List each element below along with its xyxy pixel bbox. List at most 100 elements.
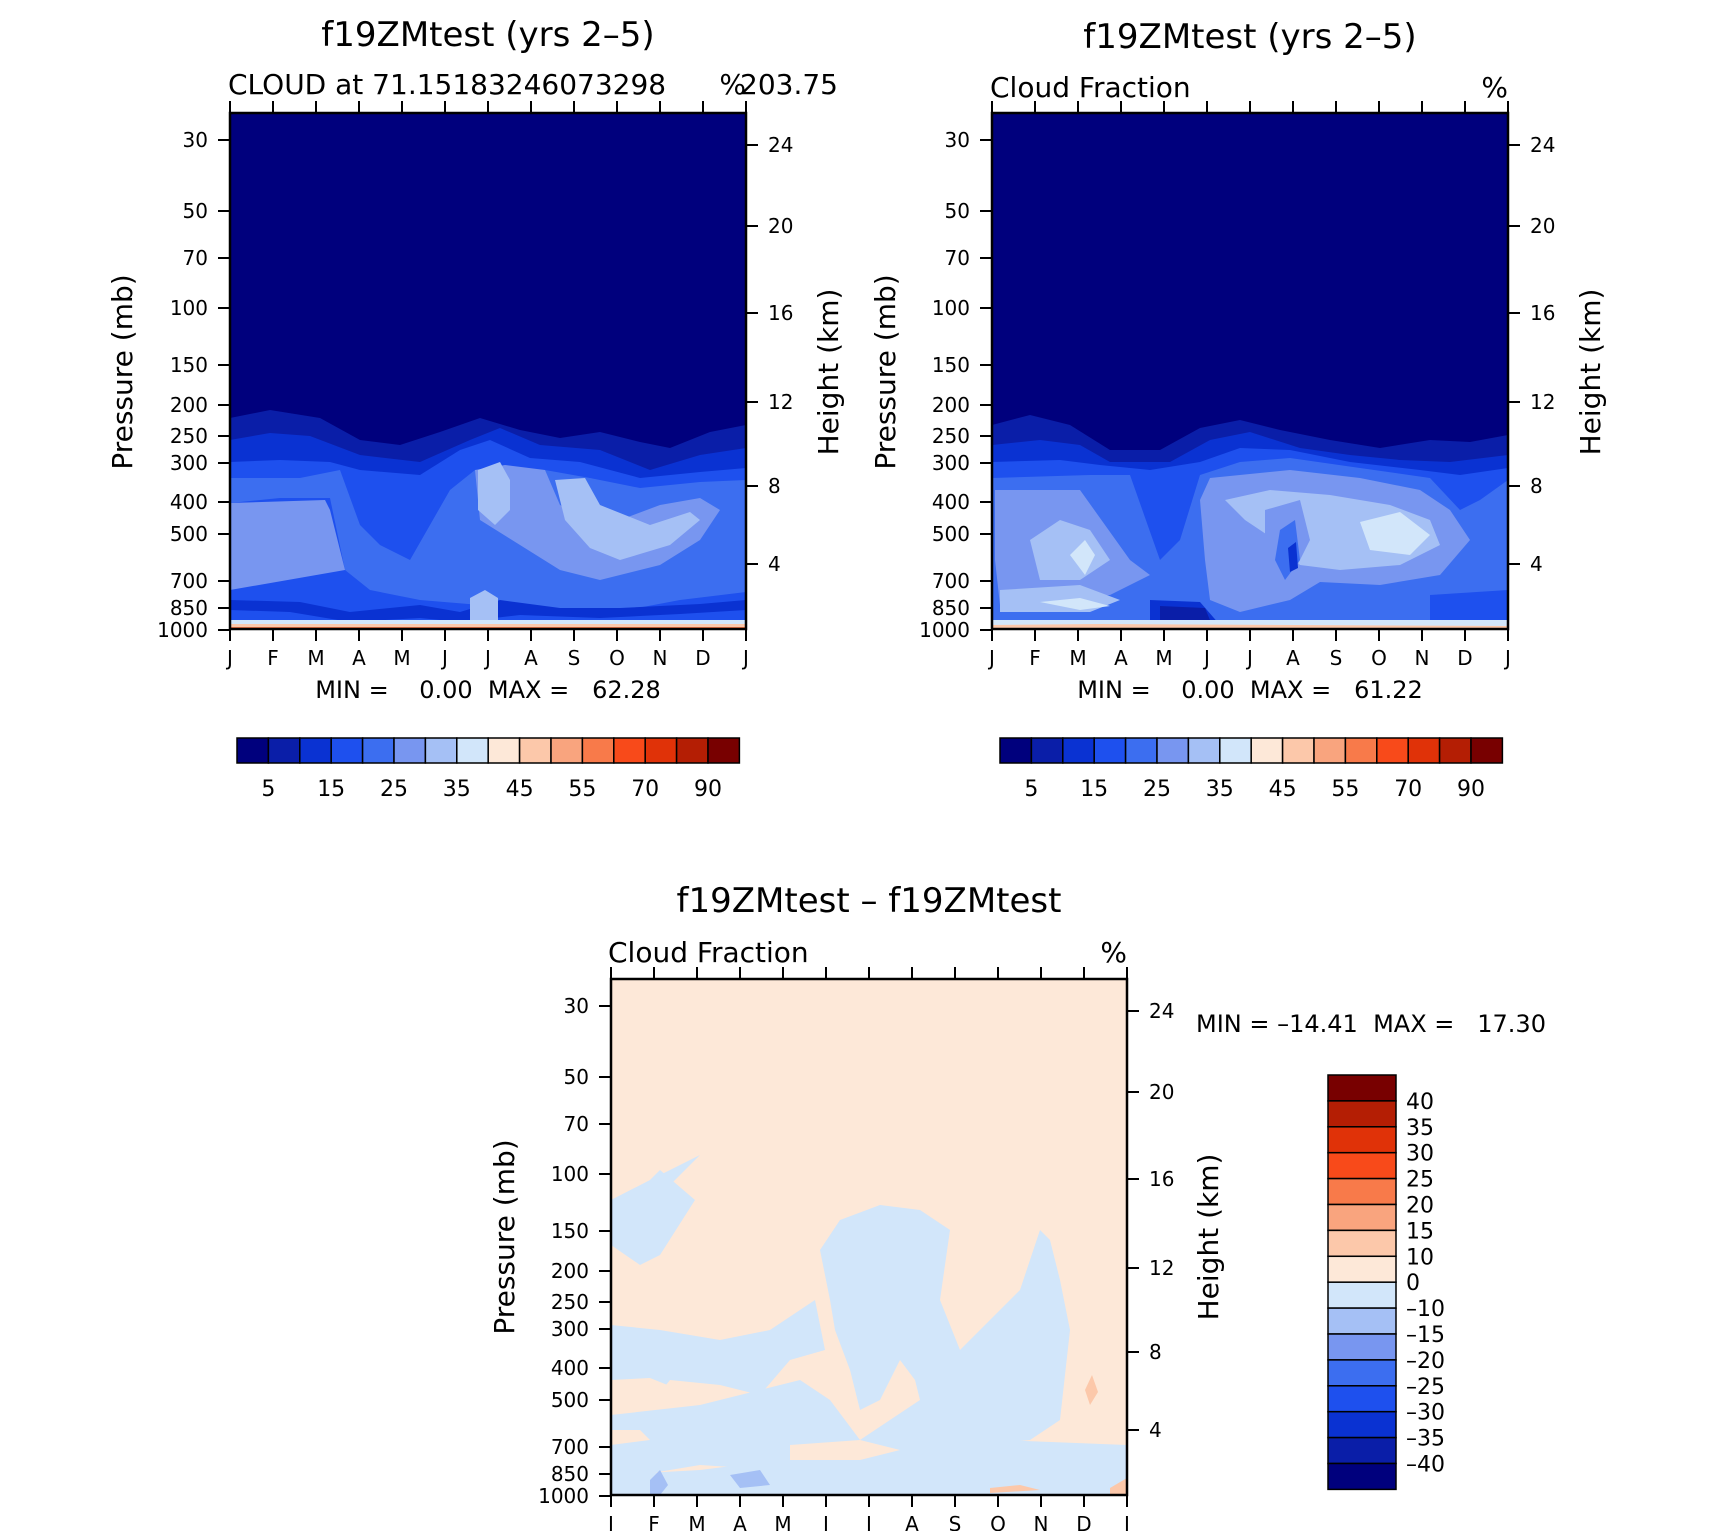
- panel-b-units: %: [1481, 71, 1508, 104]
- x-tick-label: J: [864, 1512, 872, 1531]
- colorbar-label: 55: [568, 777, 596, 802]
- colorbar-cell: [1219, 737, 1252, 764]
- x-tick-label: O: [609, 646, 625, 670]
- colorbar-cell: [456, 737, 489, 764]
- x-tick-label: D: [695, 646, 710, 670]
- colorbar-cell: [330, 737, 364, 764]
- colorbar-label: 45: [1269, 777, 1297, 802]
- x-tick-label: M: [688, 1512, 705, 1531]
- colorbar-cell: [1327, 1074, 1397, 1102]
- colorbar-label: –20: [1406, 1349, 1445, 1374]
- colorbar-cell: [1327, 1229, 1397, 1258]
- x-tick-label: S: [1330, 646, 1343, 670]
- x-tick-label: A: [524, 646, 538, 670]
- colorbar-cell: [707, 737, 741, 764]
- colorbar-label: 30: [1406, 1142, 1434, 1167]
- colorbar-cell: [424, 737, 458, 764]
- y-tick-label: 100: [932, 296, 970, 320]
- x-tick-label: D: [1076, 1512, 1091, 1531]
- y-tick-label: 700: [170, 569, 208, 593]
- colorbar-cell: [361, 737, 395, 764]
- x-tick-label: A: [733, 1512, 747, 1531]
- panel-b-contours: [992, 113, 1508, 629]
- colorbar-cell: [1327, 1100, 1397, 1128]
- panel-b-subtitle: Cloud Fraction: [990, 71, 1191, 104]
- panel-a-subtitle-extra: 203.75: [740, 68, 838, 101]
- x-tick-label: A: [1114, 646, 1128, 670]
- y-tick-label: 400: [551, 1356, 589, 1380]
- colorbar-label: 35: [1406, 1116, 1434, 1141]
- y-tick-label: 1000: [919, 618, 970, 642]
- y-tick-label: 30: [945, 128, 970, 152]
- y-tick-label: 850: [170, 596, 208, 620]
- y-right-tick-label: 12: [1149, 1256, 1174, 1280]
- x-tick-label: A: [352, 646, 366, 670]
- colorbar-cell: [1407, 737, 1441, 764]
- colorbar-label: 25: [1406, 1168, 1434, 1193]
- x-tick-label: J: [440, 646, 448, 670]
- colorbar-label: 35: [443, 777, 471, 802]
- y-right-tick-label: 16: [1149, 1167, 1174, 1191]
- colorbar-cell: [1187, 737, 1221, 764]
- colorbar-label: 20: [1406, 1194, 1434, 1219]
- x-tick-label: D: [1457, 646, 1472, 670]
- colorbar-label: –30: [1406, 1401, 1445, 1426]
- colorbar-label: 35: [1206, 777, 1234, 802]
- y-tick-label: 700: [932, 569, 970, 593]
- x-tick-label: J: [821, 1512, 829, 1531]
- y-tick-label: 300: [932, 451, 970, 475]
- colorbar-cell: [1344, 737, 1378, 764]
- panel-c-ylabel: Pressure (mb): [488, 1139, 521, 1334]
- x-tick-label: J: [741, 646, 749, 670]
- y-right-tick-label: 8: [1530, 474, 1543, 498]
- colorbar-label: 15: [1080, 777, 1108, 802]
- colorbar-cell: [299, 737, 332, 764]
- y-tick-label: 850: [932, 596, 970, 620]
- colorbar-cell: [1327, 1203, 1397, 1232]
- y-right-tick-label: 12: [768, 390, 793, 414]
- y-tick-label: 150: [551, 1219, 589, 1243]
- colorbar-cell: [393, 737, 427, 764]
- colorbar-cell: [550, 737, 584, 764]
- x-tick-label: N: [1034, 1512, 1049, 1531]
- y-tick-label: 200: [551, 1259, 589, 1283]
- colorbar-cell: [1327, 1255, 1397, 1283]
- y-tick-label: 50: [945, 199, 970, 223]
- panel-c-ylabel-right: Height (km): [1192, 1154, 1225, 1321]
- y-tick-label: 30: [564, 994, 589, 1018]
- x-tick-label: J: [483, 646, 491, 670]
- y-right-tick-label: 20: [768, 214, 793, 238]
- colorbar-cell: [999, 737, 1033, 764]
- y-tick-label: 250: [170, 424, 208, 448]
- colorbar-label: 10: [1406, 1245, 1434, 1270]
- colorbar-cell: [1030, 737, 1064, 764]
- x-tick-label: A: [905, 1512, 919, 1531]
- y-tick-label: 250: [551, 1290, 589, 1314]
- colorbar-cell: [675, 737, 709, 764]
- colorbar-label: 25: [1143, 777, 1171, 802]
- y-tick-label: 50: [183, 199, 208, 223]
- y-tick-label: 150: [932, 353, 970, 377]
- y-right-tick-label: 24: [1530, 133, 1555, 157]
- colorbar-cell: [1062, 737, 1095, 764]
- panel-b: f19ZMtest (yrs 2–5) Cloud Fraction %: [869, 17, 1607, 802]
- panel-a-units: %: [719, 68, 746, 101]
- panel-b-colorbar: 5 15 25 35 45 55 70 90: [999, 737, 1504, 802]
- panel-a-minmax: MIN = 0.00 MAX = 62.28: [315, 676, 661, 704]
- y-tick-label: 300: [170, 451, 208, 475]
- panel-c-units: %: [1100, 936, 1127, 969]
- colorbar-label: 90: [694, 777, 722, 802]
- y-right-tick-label: 4: [1149, 1418, 1162, 1442]
- colorbar-label: 0: [1406, 1271, 1420, 1296]
- y-right-tick-label: 24: [768, 133, 793, 157]
- panel-c-title: f19ZMtest – f19ZMtest: [677, 881, 1062, 921]
- x-tick-label: J: [1202, 646, 1210, 670]
- y-tick-label: 70: [945, 246, 970, 270]
- y-right-tick-label: 4: [1530, 552, 1543, 576]
- panel-a-subtitle: CLOUD at 71.15183246073298: [228, 68, 666, 101]
- colorbar-label: 5: [1024, 777, 1038, 802]
- x-tick-label: J: [1503, 646, 1511, 670]
- colorbar-label: 5: [261, 777, 275, 802]
- y-tick-label: 200: [170, 393, 208, 417]
